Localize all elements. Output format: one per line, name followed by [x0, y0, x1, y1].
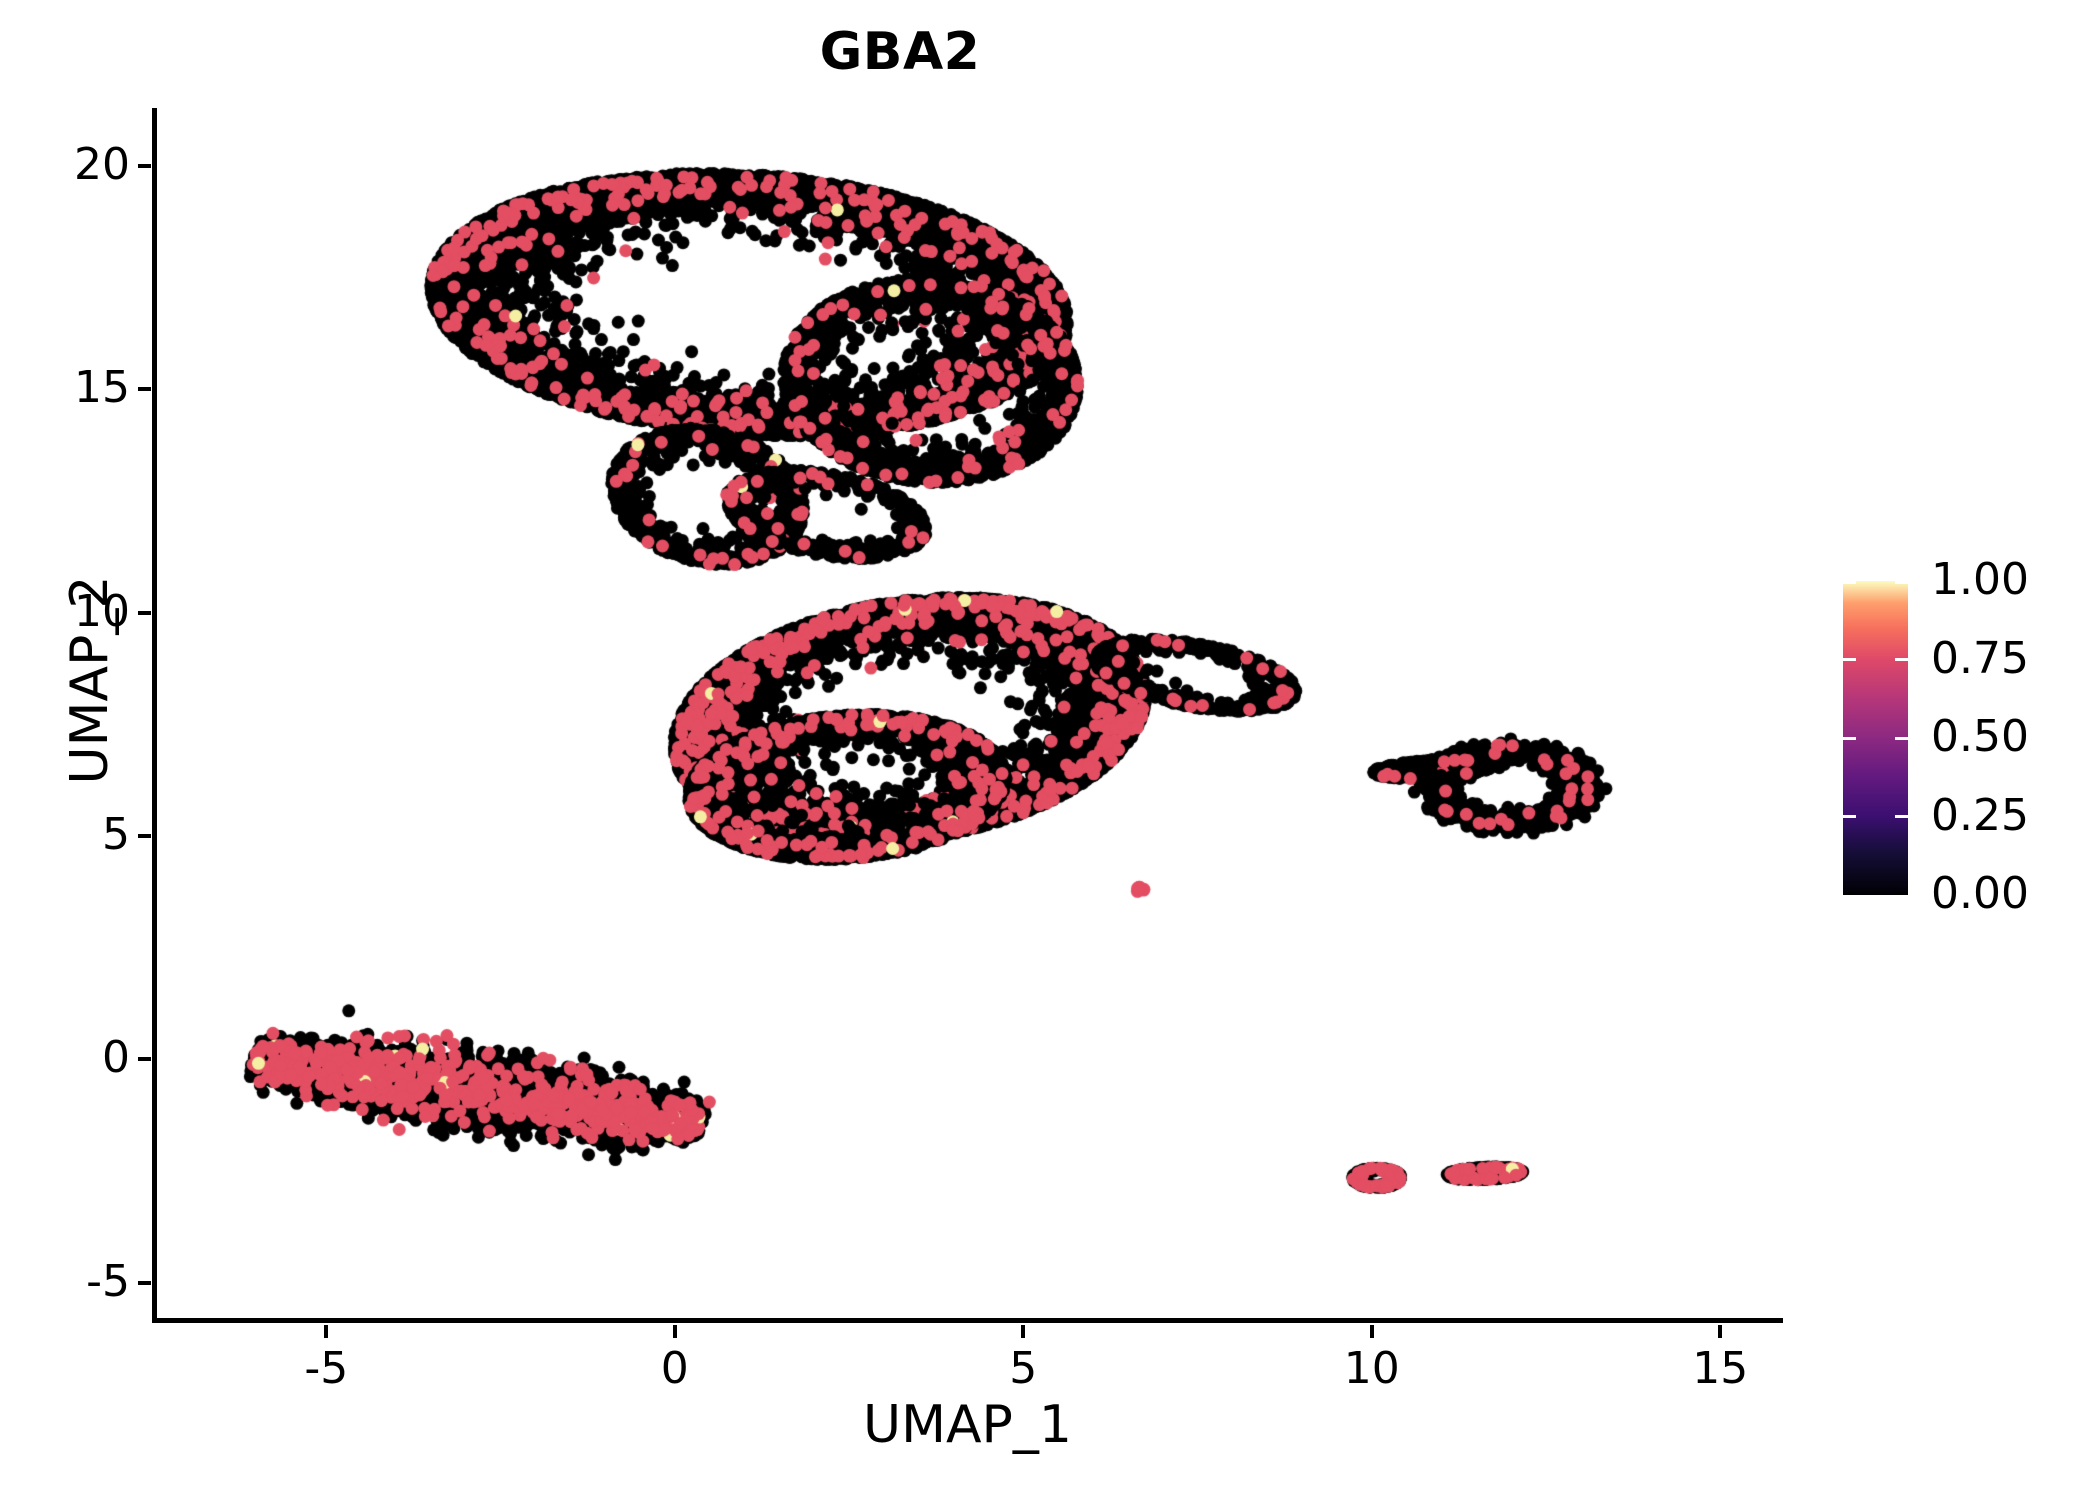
x-tick-mark: [1369, 1325, 1374, 1338]
colorbar-tick-label: 0.75: [1931, 632, 2029, 684]
colorbar-tick-mark: [1843, 581, 1856, 584]
x-tick-label: 10: [1343, 1343, 1400, 1394]
y-tick-label: 10: [74, 585, 130, 637]
y-tick-mark: [138, 1057, 151, 1062]
y-tick-label: 15: [74, 362, 130, 414]
x-tick-label: 0: [660, 1343, 689, 1394]
page-title: GBA2: [819, 22, 981, 82]
colorbar-tick-mark: [1843, 658, 1856, 661]
y-tick-mark: [138, 610, 151, 615]
colorbar-tick-label: 0.00: [1931, 868, 2029, 919]
y-axis-label: UMAP_2: [60, 575, 120, 785]
scatter-points-layer: [157, 108, 1788, 1323]
x-tick-label: 5: [1009, 1343, 1038, 1394]
x-tick-mark: [672, 1325, 677, 1338]
colorbar-tick-mark: [1843, 736, 1856, 740]
y-tick-mark: [138, 164, 151, 169]
colorbar-tick-label: 0.25: [1931, 789, 2029, 841]
y-tick-label: -5: [86, 1255, 130, 1307]
y-axis-ticks: -5 0 5 10 15 20: [0, 108, 2100, 1323]
colorbar-tick-mark: [1895, 658, 1908, 661]
y-tick-label: 20: [74, 139, 130, 191]
colorbar-tick-mark: [1895, 581, 1908, 584]
plot-axes: [152, 108, 1788, 1323]
y-tick-mark: [138, 387, 151, 392]
y-tick-mark: [138, 1280, 151, 1285]
x-axis-ticks: -5 0 5 10 15: [152, 1325, 1783, 1415]
x-tick-mark: [1718, 1325, 1723, 1338]
y-tick-mark: [138, 834, 151, 839]
colorbar-tick-mark: [1895, 892, 1908, 895]
x-tick-mark: [1021, 1325, 1026, 1338]
colorbar-legend: 0.00 0.25 0.50 0.75 1.00: [1843, 558, 2083, 916]
x-axis-label: UMAP_1: [863, 1395, 1072, 1455]
colorbar-tick-mark: [1895, 736, 1908, 740]
x-tick-label: -5: [304, 1343, 349, 1394]
colorbar-tick-mark: [1895, 815, 1908, 818]
y-tick-label: 5: [102, 809, 130, 861]
colorbar-tick-label: 0.50: [1931, 711, 2029, 762]
colorbar-tick-mark: [1843, 892, 1856, 895]
y-tick-label: 0: [102, 1032, 130, 1084]
x-tick-label: 15: [1692, 1343, 1749, 1394]
x-tick-mark: [324, 1325, 329, 1338]
colorbar-tick-label: 1.00: [1931, 554, 2029, 605]
colorbar-tick-mark: [1843, 815, 1856, 818]
